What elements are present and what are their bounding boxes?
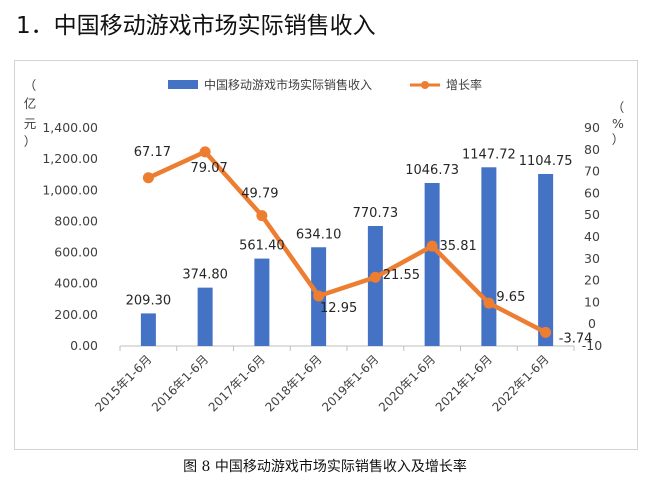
growth-line: [142, 146, 552, 338]
x-axis: 2015年1-6月2016年1-6月2017年1-6月2018年1-6月2019…: [92, 345, 575, 415]
growth-point: [199, 146, 211, 158]
growth-point: [313, 290, 325, 302]
right-axis-tick-label: 70: [584, 164, 600, 179]
revenue-data-label: 1104.75: [519, 154, 573, 169]
chart-frame: [14, 60, 638, 450]
right-unit-char: （: [612, 100, 625, 115]
left-axis-tick-label: 800.00: [54, 213, 98, 228]
revenue-bar: [424, 183, 440, 346]
growth-point: [540, 326, 552, 338]
chart-legend: 中国移动游戏市场实际销售收入 增长率: [168, 77, 482, 92]
legend-bar-label: 中国移动游戏市场实际销售收入: [204, 77, 372, 92]
right-unit-char: ）: [612, 132, 625, 147]
right-unit-char: %: [612, 116, 624, 131]
growth-point: [426, 240, 438, 252]
revenue-bar: [140, 313, 156, 346]
right-axis-tick-label: 80: [584, 142, 600, 157]
left-unit-char: （: [24, 78, 37, 93]
growth-data-label: 67.17: [134, 145, 171, 160]
legend-line-marker: [421, 81, 429, 89]
left-axis-tick-label: 400.00: [54, 276, 98, 291]
revenue-bar: [197, 287, 213, 346]
revenue-bar: [367, 225, 383, 346]
x-axis-category-label: 2019年1-6月: [319, 352, 381, 414]
left-axis-unit: （ 亿元 ）: [24, 78, 37, 149]
growth-point: [369, 271, 381, 283]
revenue-data-label: 374.80: [182, 268, 228, 283]
right-axis-tick-label: 30: [584, 251, 600, 266]
x-axis-category-label: 2020年1-6月: [376, 352, 438, 414]
right-axis-tick-label: 20: [584, 273, 600, 288]
revenue-data-label: 1147.72: [462, 147, 516, 162]
revenue-data-label: 1046.73: [405, 163, 459, 178]
revenue-data-label: 561.40: [239, 239, 285, 254]
revenue-bar: [254, 258, 270, 346]
revenue-bar: [481, 167, 497, 346]
x-axis-category-label: 2017年1-6月: [206, 352, 268, 414]
growth-line-path: [146, 149, 548, 335]
growth-data-label: 35.81: [440, 239, 477, 254]
growth-data-label: 21.55: [383, 268, 420, 283]
growth-data-label: 9.65: [496, 290, 525, 305]
right-axis-ticks: -10 0 10 20 30 40 50 60 70 80 90: [582, 120, 602, 353]
growth-data-label: 79.07: [191, 161, 228, 176]
right-axis-tick-label: 60: [584, 185, 600, 200]
growth-point: [483, 297, 495, 309]
right-axis-tick-label: -10: [582, 338, 602, 353]
right-axis-unit: （%）: [612, 100, 625, 147]
figure-caption: 图 8 中国移动游戏市场实际销售收入及增长率: [183, 459, 467, 475]
left-axis-ticks: 0.00 200.00 400.00 600.00 800.00 1,000.00 1,20…: [42, 120, 98, 353]
growth-point: [142, 172, 154, 184]
left-axis-tick-label: 200.00: [54, 307, 98, 322]
right-axis-tick-label: 0: [588, 316, 596, 331]
growth-point: [256, 210, 268, 222]
right-axis-tick-label: 50: [584, 207, 600, 222]
page-heading: 1．中国移动游戏市场实际销售收入: [16, 13, 376, 39]
left-unit-char: 元: [24, 116, 37, 131]
right-axis-tick-label: 90: [584, 120, 600, 135]
revenue-data-labels: 209.30 374.80 561.40 634.10 770.73 1046.73114…: [126, 147, 573, 308]
x-axis-category-label: 2022年1-6月: [489, 352, 551, 414]
left-axis-tick-label: 0.00: [70, 338, 98, 353]
left-axis-tick-label: 600.00: [54, 245, 98, 260]
growth-data-label: -3.74: [559, 331, 593, 346]
growth-data-label: 49.79: [241, 187, 278, 202]
revenue-data-label: 634.10: [296, 227, 342, 242]
revenue-bar: [538, 173, 554, 346]
revenue-bars: [140, 167, 554, 346]
legend-line-label: 增长率: [446, 77, 482, 92]
x-axis-category-label: 2015年1-6月: [92, 352, 154, 414]
x-axis-category-label: 2016年1-6月: [149, 352, 211, 414]
left-axis-tick-label: 1,400.00: [42, 120, 98, 135]
x-axis-category-label: 2018年1-6月: [262, 352, 324, 414]
growth-data-label: 12.95: [320, 301, 357, 316]
left-axis-tick-label: 1,200.00: [42, 151, 98, 166]
left-unit-char: ）: [24, 134, 37, 149]
left-unit-char: 亿: [24, 96, 37, 111]
growth-data-labels: 67.17 79.07 49.79 12.95 21.55 35.81 9.65 -3.74: [134, 145, 593, 347]
revenue-data-label: 770.73: [353, 206, 399, 221]
legend-bar-swatch: [168, 80, 198, 89]
revenue-data-label: 209.30: [126, 293, 172, 308]
left-axis-tick-label: 1,000.00: [42, 182, 98, 197]
right-axis-tick-label: 40: [584, 229, 600, 244]
right-axis-tick-label: 10: [584, 294, 600, 309]
x-axis-category-label: 2021年1-6月: [433, 352, 495, 414]
